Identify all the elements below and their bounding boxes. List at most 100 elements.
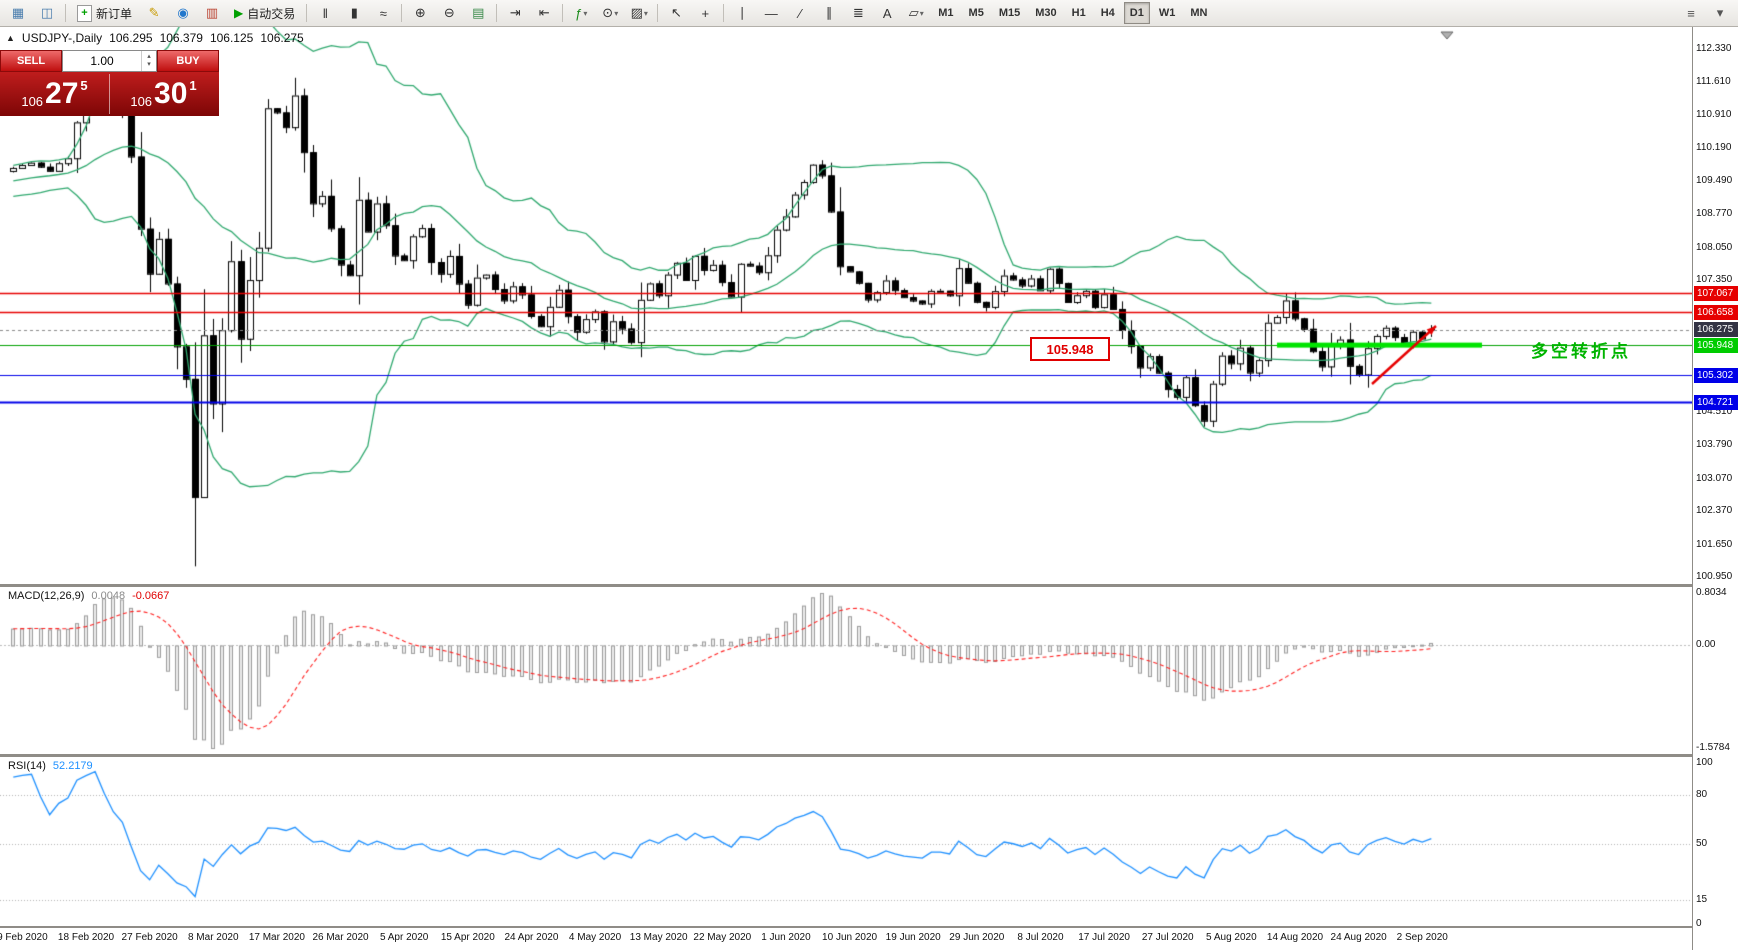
collapse-toolbar-icon: ▾ bbox=[1716, 5, 1724, 20]
macd-canvas[interactable] bbox=[0, 587, 1692, 754]
volume-stepper[interactable]: ▴ ▾ bbox=[141, 51, 156, 71]
buy-price-button[interactable]: 106 30 1 bbox=[109, 72, 218, 116]
ohlc-bars-icon[interactable]: ‖ bbox=[311, 1, 339, 25]
date-label: 22 May 2020 bbox=[693, 932, 752, 943]
price-tick-label: 107.350 bbox=[1696, 274, 1733, 286]
sell-price-button[interactable]: 106 27 5 bbox=[0, 72, 109, 116]
metaeditor-icon[interactable]: ✎ bbox=[140, 1, 168, 25]
timeframe-button-m15[interactable]: M15 bbox=[998, 7, 1021, 19]
dropdown-caret-icon: ▾ bbox=[583, 8, 588, 18]
vertical-line-icon: ∣ bbox=[739, 5, 746, 20]
indicators-icon: ƒ bbox=[575, 5, 583, 21]
date-label: 26 Mar 2020 bbox=[312, 932, 369, 943]
timeframe-button-m30[interactable]: M30 bbox=[1035, 7, 1057, 19]
community-icon[interactable]: ◉ bbox=[169, 1, 197, 25]
dropdown-caret-icon: ▾ bbox=[614, 8, 619, 18]
templates-icon[interactable]: ▨ ▾ bbox=[625, 1, 653, 25]
horizontal-line-icon: ― bbox=[764, 5, 778, 21]
trendline-icon[interactable]: ∕ bbox=[786, 1, 814, 25]
vertical-line-icon[interactable]: ∣ bbox=[728, 1, 756, 25]
buy-button[interactable]: BUY bbox=[157, 50, 219, 72]
symbol-name: USDJPY-,Daily bbox=[21, 31, 103, 45]
date-label: 17 Jul 2020 bbox=[1078, 932, 1130, 943]
cursor-icon[interactable]: ↖ bbox=[662, 1, 690, 25]
new-order-label: 新订单 bbox=[96, 6, 133, 21]
autotrade-button[interactable]: ▶ 自动交易 bbox=[227, 1, 302, 25]
new-chart-icon[interactable]: ▦ bbox=[4, 1, 32, 25]
one-click-toggle-icon[interactable]: ▲ bbox=[6, 33, 15, 43]
date-label: 14 Aug 2020 bbox=[1266, 932, 1324, 943]
community-icon: ◉ bbox=[177, 5, 189, 20]
macd-axis-label: 0.00 bbox=[1696, 639, 1716, 650]
price-badge: 106.658 bbox=[1694, 304, 1738, 320]
price-badge: 107.067 bbox=[1694, 285, 1738, 301]
new-order-button[interactable]: + 新订单 bbox=[70, 1, 139, 25]
timeframe-button-d1[interactable]: D1 bbox=[1123, 2, 1150, 24]
volume-up-icon[interactable]: ▴ bbox=[147, 53, 151, 60]
toolbar-separator bbox=[657, 4, 659, 22]
chart-shift-icon[interactable]: ⇤ bbox=[530, 1, 558, 25]
zoom-out-icon[interactable]: ⊖ bbox=[435, 1, 463, 25]
price-tick-label: 104.510 bbox=[1696, 405, 1733, 417]
sell-button[interactable]: SELL bbox=[0, 50, 62, 72]
pane-divider[interactable] bbox=[0, 584, 1738, 587]
turning-point-label[interactable]: 多空转折点 bbox=[1531, 342, 1631, 361]
toolbar: ▦ ◫ + 新订单 ✎ ◉ ▥ ▶ 自动交易 ‖ ▮ ≈ ⊕ ⊖ ▤ ⇥ ⇤ ƒ ▾ ⊙ ▾ ▨ ▾ ↖ + ∣ ― ∕ ∥ ≣ A ▱ ▾ M1… bbox=[0, 0, 1738, 27]
fibonacci-icon[interactable]: ≣ bbox=[844, 1, 872, 25]
auto-scroll-icon[interactable]: ⇥ bbox=[501, 1, 529, 25]
price-tick-label: 110.910 bbox=[1696, 108, 1732, 120]
shapes-icon[interactable]: ▱ ▾ bbox=[902, 1, 930, 25]
pane-divider[interactable] bbox=[0, 754, 1738, 757]
line-chart-icon[interactable]: ≈ bbox=[369, 1, 397, 25]
zoom-out-icon: ⊖ bbox=[443, 5, 455, 20]
tile-windows-icon[interactable]: ▤ bbox=[464, 1, 492, 25]
price-axis[interactable]: 112.330 111.610 110.910 110.190 109.490 108.7… bbox=[1692, 27, 1738, 950]
rsi-canvas[interactable] bbox=[0, 757, 1692, 926]
text-icon[interactable]: A bbox=[873, 1, 901, 25]
ohlc-bars-icon: ‖ bbox=[322, 5, 328, 21]
rsi-axis-label: 0 bbox=[1696, 918, 1702, 929]
timeframe-button-m1[interactable]: M1 bbox=[938, 7, 954, 19]
time-axis[interactable]: 9 Feb 2020 18 Feb 2020 27 Feb 2020 8 Mar 20… bbox=[0, 926, 1692, 950]
buy-price-sup: 1 bbox=[189, 78, 197, 93]
price-tick-label: 103.070 bbox=[1696, 472, 1733, 484]
candlestick-chart-icon[interactable]: ▮ bbox=[340, 1, 368, 25]
date-label: 1 Jun 2020 bbox=[761, 932, 811, 943]
channel-icon: ∥ bbox=[826, 5, 833, 20]
date-label: 10 Jun 2020 bbox=[822, 932, 878, 943]
collapse-toolbar-icon[interactable]: ▾ bbox=[1706, 1, 1734, 25]
timeframe-button-h4[interactable]: H4 bbox=[1100, 7, 1115, 19]
periods-icon[interactable]: ⊙ ▾ bbox=[596, 1, 624, 25]
autotrade-icon: ▶ bbox=[234, 6, 244, 20]
timeframe-button-w1[interactable]: W1 bbox=[1158, 7, 1176, 19]
timeframe-button-h1[interactable]: H1 bbox=[1071, 7, 1086, 19]
indicators-icon[interactable]: ƒ ▾ bbox=[567, 1, 595, 25]
volume-down-icon[interactable]: ▾ bbox=[147, 61, 151, 68]
channel-icon[interactable]: ∥ bbox=[815, 1, 843, 25]
dropdown-caret-icon: ▾ bbox=[919, 8, 924, 18]
zoom-in-icon[interactable]: ⊕ bbox=[406, 1, 434, 25]
rsi-label: RSI(14) bbox=[8, 760, 46, 772]
profiles-icon[interactable]: ◫ bbox=[33, 1, 61, 25]
macd-label: MACD(12,26,9) bbox=[8, 590, 85, 602]
horizontal-line-icon[interactable]: ― bbox=[757, 1, 785, 25]
dropdown-caret-icon: ▾ bbox=[643, 8, 648, 18]
crosshair-icon: + bbox=[701, 5, 710, 21]
price-tick-label: 111.610 bbox=[1696, 76, 1731, 88]
price-level-note[interactable]: 105.948 bbox=[1030, 337, 1110, 361]
quick-menu-icon[interactable]: ≡ bbox=[1677, 1, 1705, 25]
macd-main-value: 0.0048 bbox=[91, 590, 126, 602]
main-chart-canvas[interactable] bbox=[0, 27, 1692, 584]
rsi-value: 52.2179 bbox=[52, 760, 93, 772]
timeframe-button-m5[interactable]: M5 bbox=[968, 7, 984, 19]
volume-input[interactable] bbox=[63, 51, 141, 71]
one-click-trading-panel: SELL ▴ ▾ BUY 106 27 5 106 30 1 bbox=[0, 50, 219, 116]
timeframe-button-mn[interactable]: MN bbox=[1190, 7, 1208, 19]
autotrade-label: 自动交易 bbox=[247, 6, 296, 21]
text-icon: A bbox=[882, 5, 892, 21]
rsi-header: RSI(14) 52.2179 bbox=[8, 760, 93, 772]
toolbar-separator bbox=[401, 4, 403, 22]
data-window-icon[interactable]: ▥ bbox=[198, 1, 226, 25]
line-chart-icon: ≈ bbox=[379, 5, 387, 21]
crosshair-icon[interactable]: + bbox=[691, 1, 719, 25]
